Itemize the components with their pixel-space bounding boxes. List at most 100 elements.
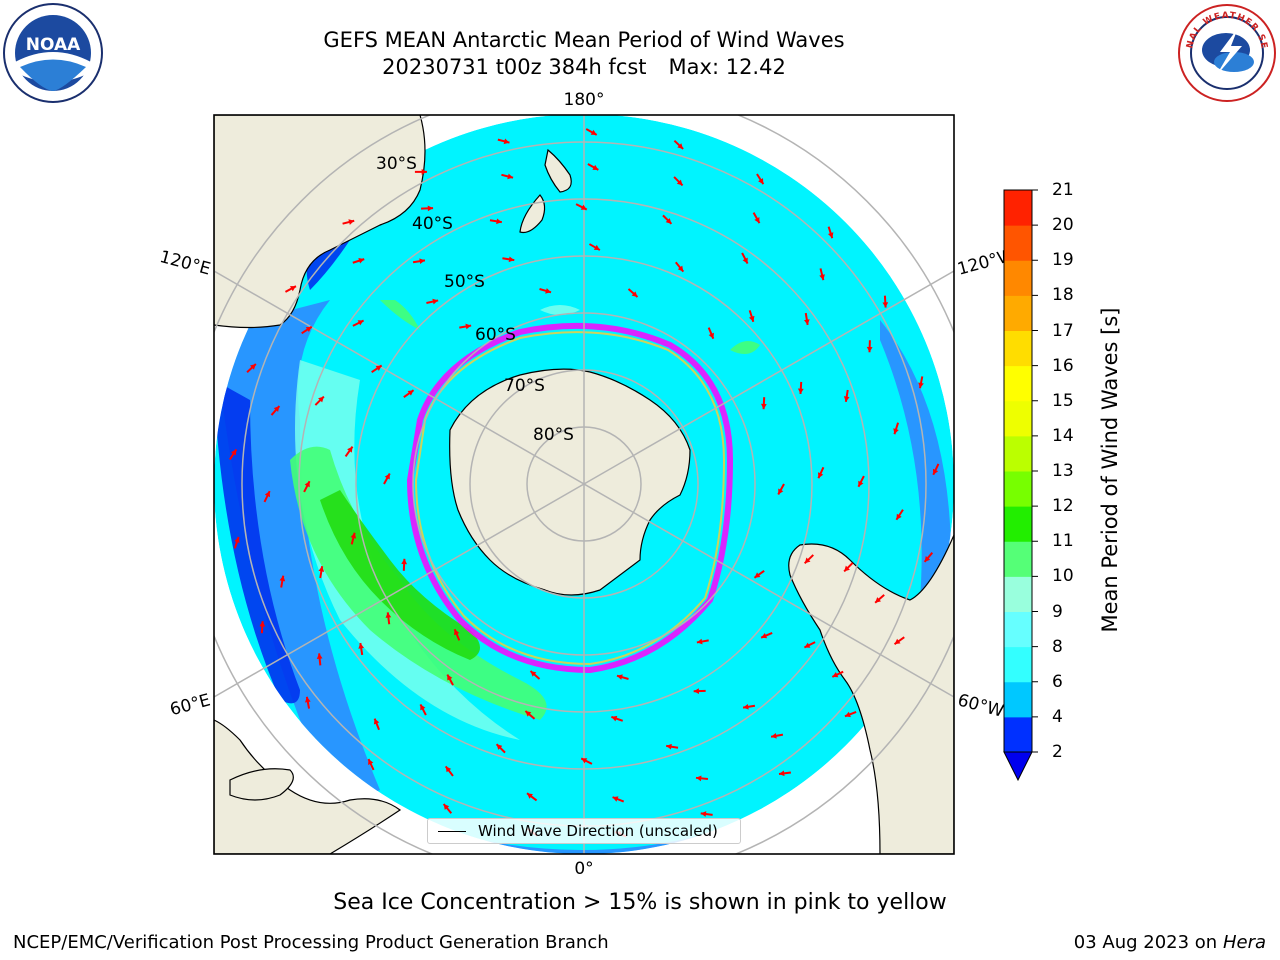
wind-wave-arrowhead <box>761 632 768 639</box>
colorbar-tick-label: 16 <box>1052 355 1074 376</box>
colorbar-segment <box>1004 225 1032 261</box>
wind-wave-arrowhead <box>368 759 374 766</box>
wind-wave-arrowhead <box>771 732 777 739</box>
wind-wave-arrowhead <box>259 621 266 627</box>
wind-wave-arrowhead <box>875 597 882 603</box>
colorbar-segment <box>1004 471 1032 507</box>
wind-wave-arrowhead <box>866 346 873 353</box>
wind-wave-arrowhead <box>693 688 700 694</box>
wind-wave-arrowhead <box>507 173 514 180</box>
lon-label-180: 180° <box>564 90 605 110</box>
land <box>214 115 954 854</box>
wind-wave-arrowhead <box>231 449 237 456</box>
wind-wave-arrowhead <box>427 205 434 212</box>
wind-wave-arrowhead <box>797 388 804 394</box>
wind-wave-arrowhead <box>819 274 825 281</box>
colorbar-tick-label: 4 <box>1052 706 1063 727</box>
wind-wave-arrowhead <box>896 513 902 520</box>
wind-wave-arrowhead <box>419 258 425 265</box>
map-frame <box>213 114 955 855</box>
colorbar-segment <box>1004 646 1032 683</box>
wind-wave-arrowhead <box>357 320 364 326</box>
wind-wave-arrowhead <box>530 671 537 677</box>
wind-wave-arrowhead <box>525 711 532 717</box>
wind-wave-arrowhead <box>760 403 767 410</box>
colorbar-segment <box>1004 576 1032 612</box>
wind-wave-arrowhead <box>581 758 588 764</box>
wind-wave-arrowhead <box>279 575 286 582</box>
wind-wave-arrowhead <box>593 244 600 251</box>
wind-wave-arrowhead <box>932 468 939 475</box>
wind-wave-arrowhead <box>804 557 811 564</box>
wind-wave-arrowhead <box>758 178 764 185</box>
colorbar-segment <box>1004 506 1032 542</box>
legend-label: Wind Wave Direction (unscaled) <box>478 822 718 840</box>
wind-wave-arrowhead <box>454 629 460 636</box>
max-value: Max: 12.42 <box>668 55 786 79</box>
wind-wave-arrowhead <box>616 674 623 680</box>
wind-wave-arrowhead <box>545 288 552 294</box>
footer-date: 03 Aug 2023 on Hera <box>1073 932 1266 953</box>
wind-wave-arrowhead <box>358 257 365 264</box>
wind-wave-arrowhead <box>844 565 850 572</box>
wind-wave-arrowhead <box>347 446 353 453</box>
wind-wave-arrowhead <box>447 674 453 681</box>
wind-wave-arrowhead <box>676 179 683 186</box>
colorbar-tick-label: 11 <box>1052 531 1074 552</box>
sea-ice-edge <box>406 322 734 674</box>
wind-wave-arrowhead <box>611 715 618 722</box>
wind-wave-arrowhead <box>273 406 280 412</box>
wind-wave-arrowhead <box>373 718 380 725</box>
colorbar-tick-label: 8 <box>1052 636 1063 657</box>
colorbar-tick-label: 13 <box>1052 461 1074 481</box>
wind-wave-arrowhead <box>407 390 414 396</box>
wind-wave-arrowhead <box>894 638 901 645</box>
wind-wave-arrowhead <box>590 129 597 135</box>
wind-wave-arrowhead <box>778 488 784 495</box>
colorbar-segment <box>1004 541 1032 577</box>
wind-wave-arrows <box>229 128 940 838</box>
wind-wave-arrowhead <box>358 643 365 649</box>
noaa-logo: NOAA <box>2 2 104 104</box>
wind-wave-arrowhead <box>743 703 749 710</box>
wind-wave-arrowhead <box>695 775 702 782</box>
wind-wave-arrowhead <box>580 204 587 210</box>
lat-label-40s: 40°S <box>412 214 453 234</box>
lat-label-60s: 60°S <box>475 325 516 345</box>
wind-wave-arrowhead <box>508 256 515 263</box>
wind-wave-arrowhead <box>924 556 931 562</box>
wind-wave-arrowhead <box>666 743 672 750</box>
wind-wave-arrowhead <box>305 696 311 703</box>
wind-wave-arrowhead <box>421 169 427 175</box>
wind-wave-arrowhead <box>304 481 310 488</box>
wind-wave-arrowhead <box>318 396 324 403</box>
colorbar-segment <box>1004 435 1032 472</box>
wind-wave-arrowhead <box>384 473 390 480</box>
wind-wave-arrowhead <box>289 286 296 292</box>
colorbar-segment <box>1004 190 1032 226</box>
colorbar-segment <box>1004 365 1032 402</box>
wind-wave-arrowhead <box>754 572 761 578</box>
colorbar-segment <box>1004 330 1032 367</box>
sea-ice-note: Sea Ice Concentration > 15% is shown in … <box>333 890 947 915</box>
wind-wave-arrowhead <box>250 364 256 370</box>
wind-wave-arrowhead <box>592 164 599 170</box>
wind-wave-arrowhead <box>803 319 810 325</box>
wind-wave-arrowhead <box>832 671 839 678</box>
colorbar-segment <box>1004 716 1032 753</box>
wind-wave-arrowhead <box>708 332 714 339</box>
colorbar-tick-label: 12 <box>1052 496 1074 517</box>
chart-subtitle: 20230731 t00z 384h fcst Max: 12.42 <box>0 54 1168 80</box>
wind-wave-arrowhead <box>234 536 240 543</box>
wind-wave-arrowhead <box>843 396 850 402</box>
lon-label-0: 0° <box>574 859 593 879</box>
colorbar-segment <box>1004 295 1032 331</box>
colorbar-tick-label: 21 <box>1052 180 1074 200</box>
colorbar-segment <box>1004 400 1032 437</box>
wind-wave-arrowhead <box>503 138 510 145</box>
wind-wave-arrowhead <box>700 811 707 817</box>
wind-wave-arrowhead <box>264 491 270 498</box>
wind-wave-arrowhead <box>748 315 755 322</box>
wind-wave-arrowhead <box>385 612 392 618</box>
wind-wave-arrowhead <box>696 638 703 645</box>
